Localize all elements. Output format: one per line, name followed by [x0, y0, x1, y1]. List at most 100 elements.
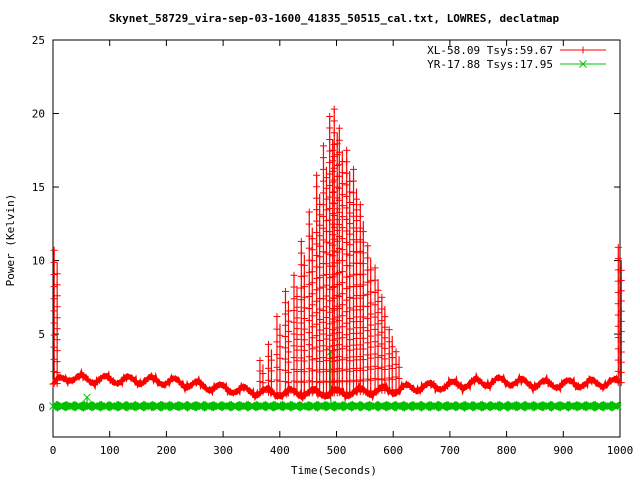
data-marker: [158, 402, 166, 410]
peak-marker: [273, 376, 281, 384]
data-marker: [494, 402, 503, 410]
data-marker: [491, 376, 499, 384]
peak-marker: [338, 290, 346, 298]
peak-marker: [381, 323, 389, 331]
data-marker: [307, 402, 316, 410]
peak-marker: [367, 332, 375, 340]
peak-marker: [316, 253, 324, 261]
data-marker: [345, 402, 353, 410]
peak-marker: [330, 117, 338, 125]
peak-marker: [53, 347, 61, 355]
marker-stroke: [294, 402, 302, 410]
peak-marker: [330, 152, 338, 160]
peak-marker: [338, 213, 346, 221]
peak-marker: [330, 188, 338, 196]
peak-marker: [305, 304, 313, 312]
peak-marker: [313, 206, 321, 214]
data-marker: [49, 402, 57, 410]
marker-stroke: [113, 402, 122, 410]
data-marker: [123, 402, 132, 410]
data-marker: [447, 402, 455, 410]
peak-marker: [338, 334, 346, 342]
peak-marker: [308, 257, 316, 265]
marker-stroke: [365, 402, 374, 410]
peak-marker: [353, 249, 361, 257]
peak-marker: [319, 142, 327, 150]
data-marker: [175, 402, 183, 410]
data-marker: [570, 379, 578, 387]
peak-marker: [346, 272, 354, 280]
peak-marker: [392, 360, 400, 368]
peak-marker: [343, 158, 351, 166]
data-marker: [52, 402, 61, 410]
data-marker: [440, 384, 448, 392]
data-marker: [607, 377, 615, 385]
peak-marker: [293, 367, 301, 375]
data-marker: [409, 402, 418, 410]
peak-marker: [330, 306, 338, 314]
y-tick-label: 20: [32, 108, 45, 121]
peak-marker: [319, 377, 327, 385]
x-tick-label: 300: [213, 444, 233, 457]
data-marker: [562, 402, 571, 410]
peak-marker: [322, 281, 330, 289]
data-marker: [168, 402, 176, 410]
peak-marker: [617, 266, 625, 274]
marker-stroke: [566, 402, 574, 410]
peak-marker: [329, 357, 337, 365]
marker-stroke: [399, 402, 408, 410]
peak-marker: [343, 285, 351, 293]
data-marker: [229, 402, 238, 410]
peak-marker: [353, 195, 361, 203]
peak-marker: [335, 172, 343, 180]
peak-marker: [330, 141, 338, 149]
peak-marker: [319, 307, 327, 315]
peak-marker: [329, 326, 337, 334]
marker-stroke: [505, 402, 513, 410]
data-marker: [491, 402, 500, 410]
data-marker: [226, 388, 234, 396]
peak-marker: [322, 249, 330, 257]
peak-marker: [313, 229, 321, 237]
peak-marker: [53, 303, 61, 311]
data-marker: [545, 402, 554, 410]
peak-marker: [322, 217, 330, 225]
marker-stroke: [52, 402, 61, 410]
peak-marker: [330, 271, 338, 279]
peak-marker: [256, 357, 264, 365]
peak-marker: [300, 378, 308, 386]
data-marker: [181, 402, 190, 410]
peak-marker: [346, 304, 354, 312]
data-marker: [389, 389, 397, 397]
peak-marker: [276, 331, 284, 339]
peak-marker: [367, 277, 375, 285]
peak-marker: [346, 188, 354, 196]
peak-marker: [308, 323, 316, 331]
data-marker: [430, 381, 438, 389]
peak-marker: [338, 356, 346, 364]
peak-marker: [281, 310, 289, 318]
peak-marker: [359, 356, 367, 364]
peak-marker: [350, 177, 358, 185]
data-marker: [573, 402, 581, 410]
data-marker: [72, 402, 81, 410]
data-marker: [151, 375, 159, 383]
peak-marker: [300, 293, 308, 301]
peak-marker: [313, 217, 321, 225]
data-marker: [477, 402, 486, 410]
marker-stroke: [416, 402, 425, 410]
peak-marker: [346, 241, 354, 249]
peak-marker: [359, 260, 367, 268]
marker-stroke: [433, 402, 442, 410]
peak-marker: [281, 333, 289, 341]
series-layer: [49, 105, 625, 412]
data-marker: [86, 402, 95, 410]
peak-marker: [330, 294, 338, 302]
data-marker: [365, 402, 374, 410]
data-marker: [583, 402, 591, 410]
peak-marker: [326, 228, 334, 236]
peak-marker: [284, 317, 292, 325]
peak-marker: [335, 244, 343, 252]
peak-marker: [364, 339, 372, 347]
marker-stroke: [123, 402, 132, 410]
